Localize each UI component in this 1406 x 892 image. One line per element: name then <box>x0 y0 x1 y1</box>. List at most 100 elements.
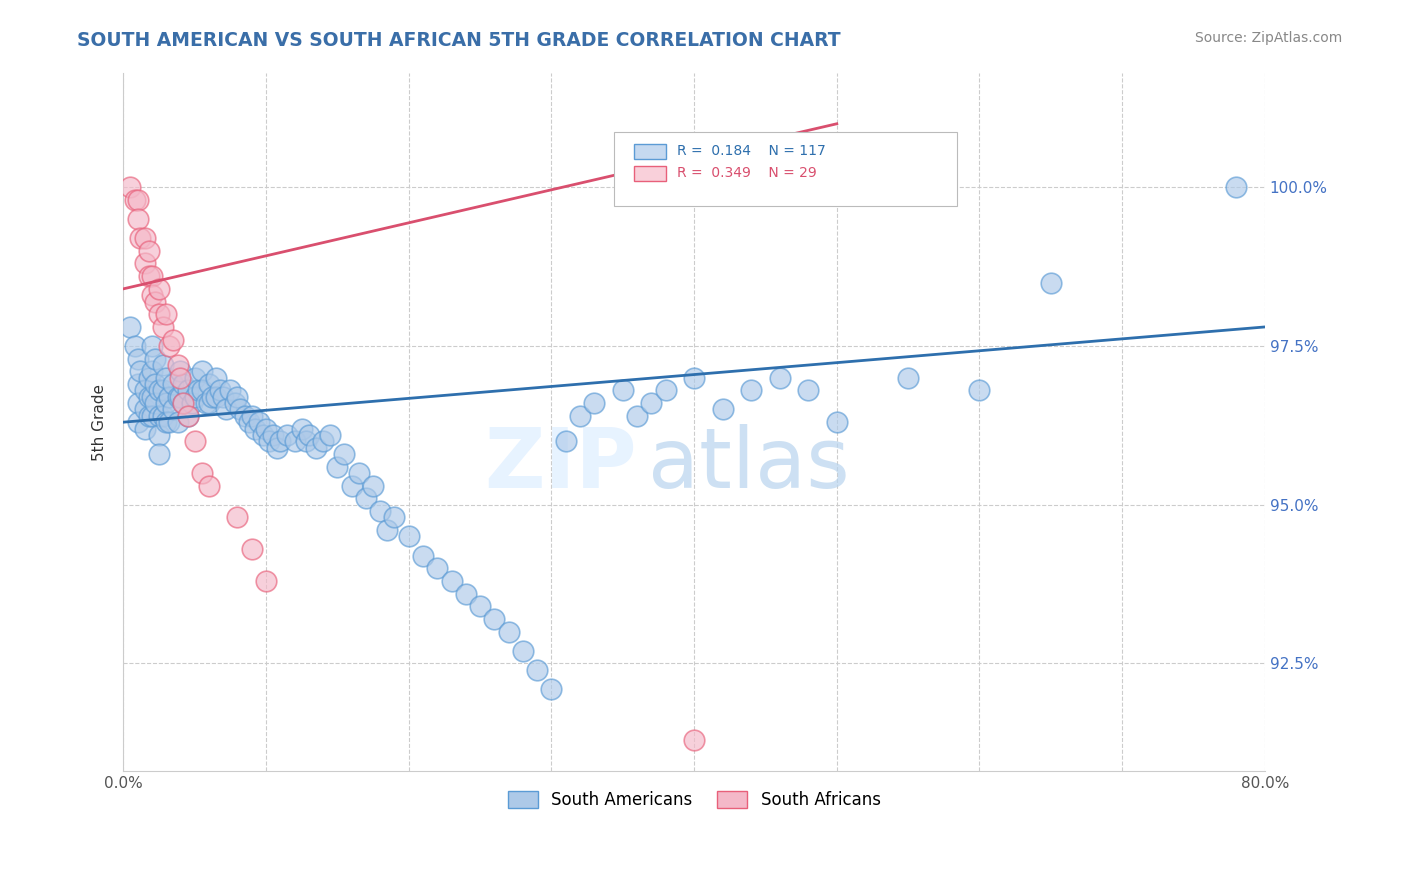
Point <box>298 428 321 442</box>
Point <box>134 402 156 417</box>
Y-axis label: 5th Grade: 5th Grade <box>93 384 107 460</box>
Point <box>368 504 391 518</box>
Point <box>127 415 149 429</box>
Point <box>612 384 634 398</box>
Point <box>120 320 142 334</box>
Point <box>148 428 170 442</box>
Legend: South Americans, South Africans: South Americans, South Africans <box>501 784 887 815</box>
Point <box>440 574 463 588</box>
Point <box>155 415 177 429</box>
Point <box>176 409 198 423</box>
Point <box>683 732 706 747</box>
Point <box>205 370 228 384</box>
Point <box>683 370 706 384</box>
Point <box>354 491 377 506</box>
Point <box>195 396 218 410</box>
Point <box>240 542 263 557</box>
Point <box>183 370 205 384</box>
Point <box>198 377 221 392</box>
Point <box>157 339 180 353</box>
Point <box>134 421 156 435</box>
Point <box>711 402 734 417</box>
Point <box>305 441 328 455</box>
Point <box>361 478 384 492</box>
Point <box>252 428 274 442</box>
Point <box>141 288 163 302</box>
Point <box>512 644 534 658</box>
Point <box>162 333 184 347</box>
Point <box>176 384 198 398</box>
Text: SOUTH AMERICAN VS SOUTH AFRICAN 5TH GRADE CORRELATION CHART: SOUTH AMERICAN VS SOUTH AFRICAN 5TH GRAD… <box>77 31 841 50</box>
Point <box>226 510 249 524</box>
Point <box>143 294 166 309</box>
Point <box>269 434 291 449</box>
Point <box>740 384 762 398</box>
Point <box>155 396 177 410</box>
Point <box>205 390 228 404</box>
Point <box>191 466 214 480</box>
Point <box>769 370 792 384</box>
Point <box>162 377 184 392</box>
Point <box>176 409 198 423</box>
Point <box>1039 276 1062 290</box>
Point <box>1225 180 1247 194</box>
Point <box>141 339 163 353</box>
Point <box>172 396 194 410</box>
Point <box>333 447 356 461</box>
Point <box>229 402 252 417</box>
Text: R =  0.349    N = 29: R = 0.349 N = 29 <box>676 166 817 180</box>
Point <box>166 415 188 429</box>
Point <box>166 358 188 372</box>
Point <box>468 599 491 614</box>
Point <box>180 396 202 410</box>
Point <box>152 320 174 334</box>
Point <box>183 434 205 449</box>
Point <box>183 390 205 404</box>
Point <box>426 561 449 575</box>
Point <box>127 377 149 392</box>
Text: atlas: atlas <box>648 424 851 505</box>
Point <box>498 624 520 639</box>
Point <box>134 256 156 270</box>
Point <box>224 396 246 410</box>
Point <box>120 180 142 194</box>
Text: Source: ZipAtlas.com: Source: ZipAtlas.com <box>1195 31 1343 45</box>
Point <box>134 384 156 398</box>
FancyBboxPatch shape <box>614 132 956 206</box>
Point <box>554 434 576 449</box>
Point <box>233 409 256 423</box>
Text: ZIP: ZIP <box>485 424 637 505</box>
Point <box>526 663 548 677</box>
Point <box>134 231 156 245</box>
Point <box>191 364 214 378</box>
Point <box>212 390 235 404</box>
Point <box>797 384 820 398</box>
Point <box>138 390 160 404</box>
Point <box>141 269 163 284</box>
Point <box>243 421 266 435</box>
Point <box>969 384 991 398</box>
Point <box>257 434 280 449</box>
Point <box>129 364 152 378</box>
Point <box>169 390 191 404</box>
Point <box>148 307 170 321</box>
Point <box>169 370 191 384</box>
Point <box>254 574 277 588</box>
Point <box>238 415 260 429</box>
Point <box>219 384 242 398</box>
Point <box>568 409 591 423</box>
Point <box>157 415 180 429</box>
Point <box>138 370 160 384</box>
Point <box>129 231 152 245</box>
Point <box>169 364 191 378</box>
Point <box>138 269 160 284</box>
Point <box>583 396 606 410</box>
Point <box>384 510 406 524</box>
Point <box>215 402 238 417</box>
Point <box>143 377 166 392</box>
Point <box>155 307 177 321</box>
Point <box>141 390 163 404</box>
Point <box>398 529 420 543</box>
Point <box>247 415 270 429</box>
Point <box>162 402 184 417</box>
